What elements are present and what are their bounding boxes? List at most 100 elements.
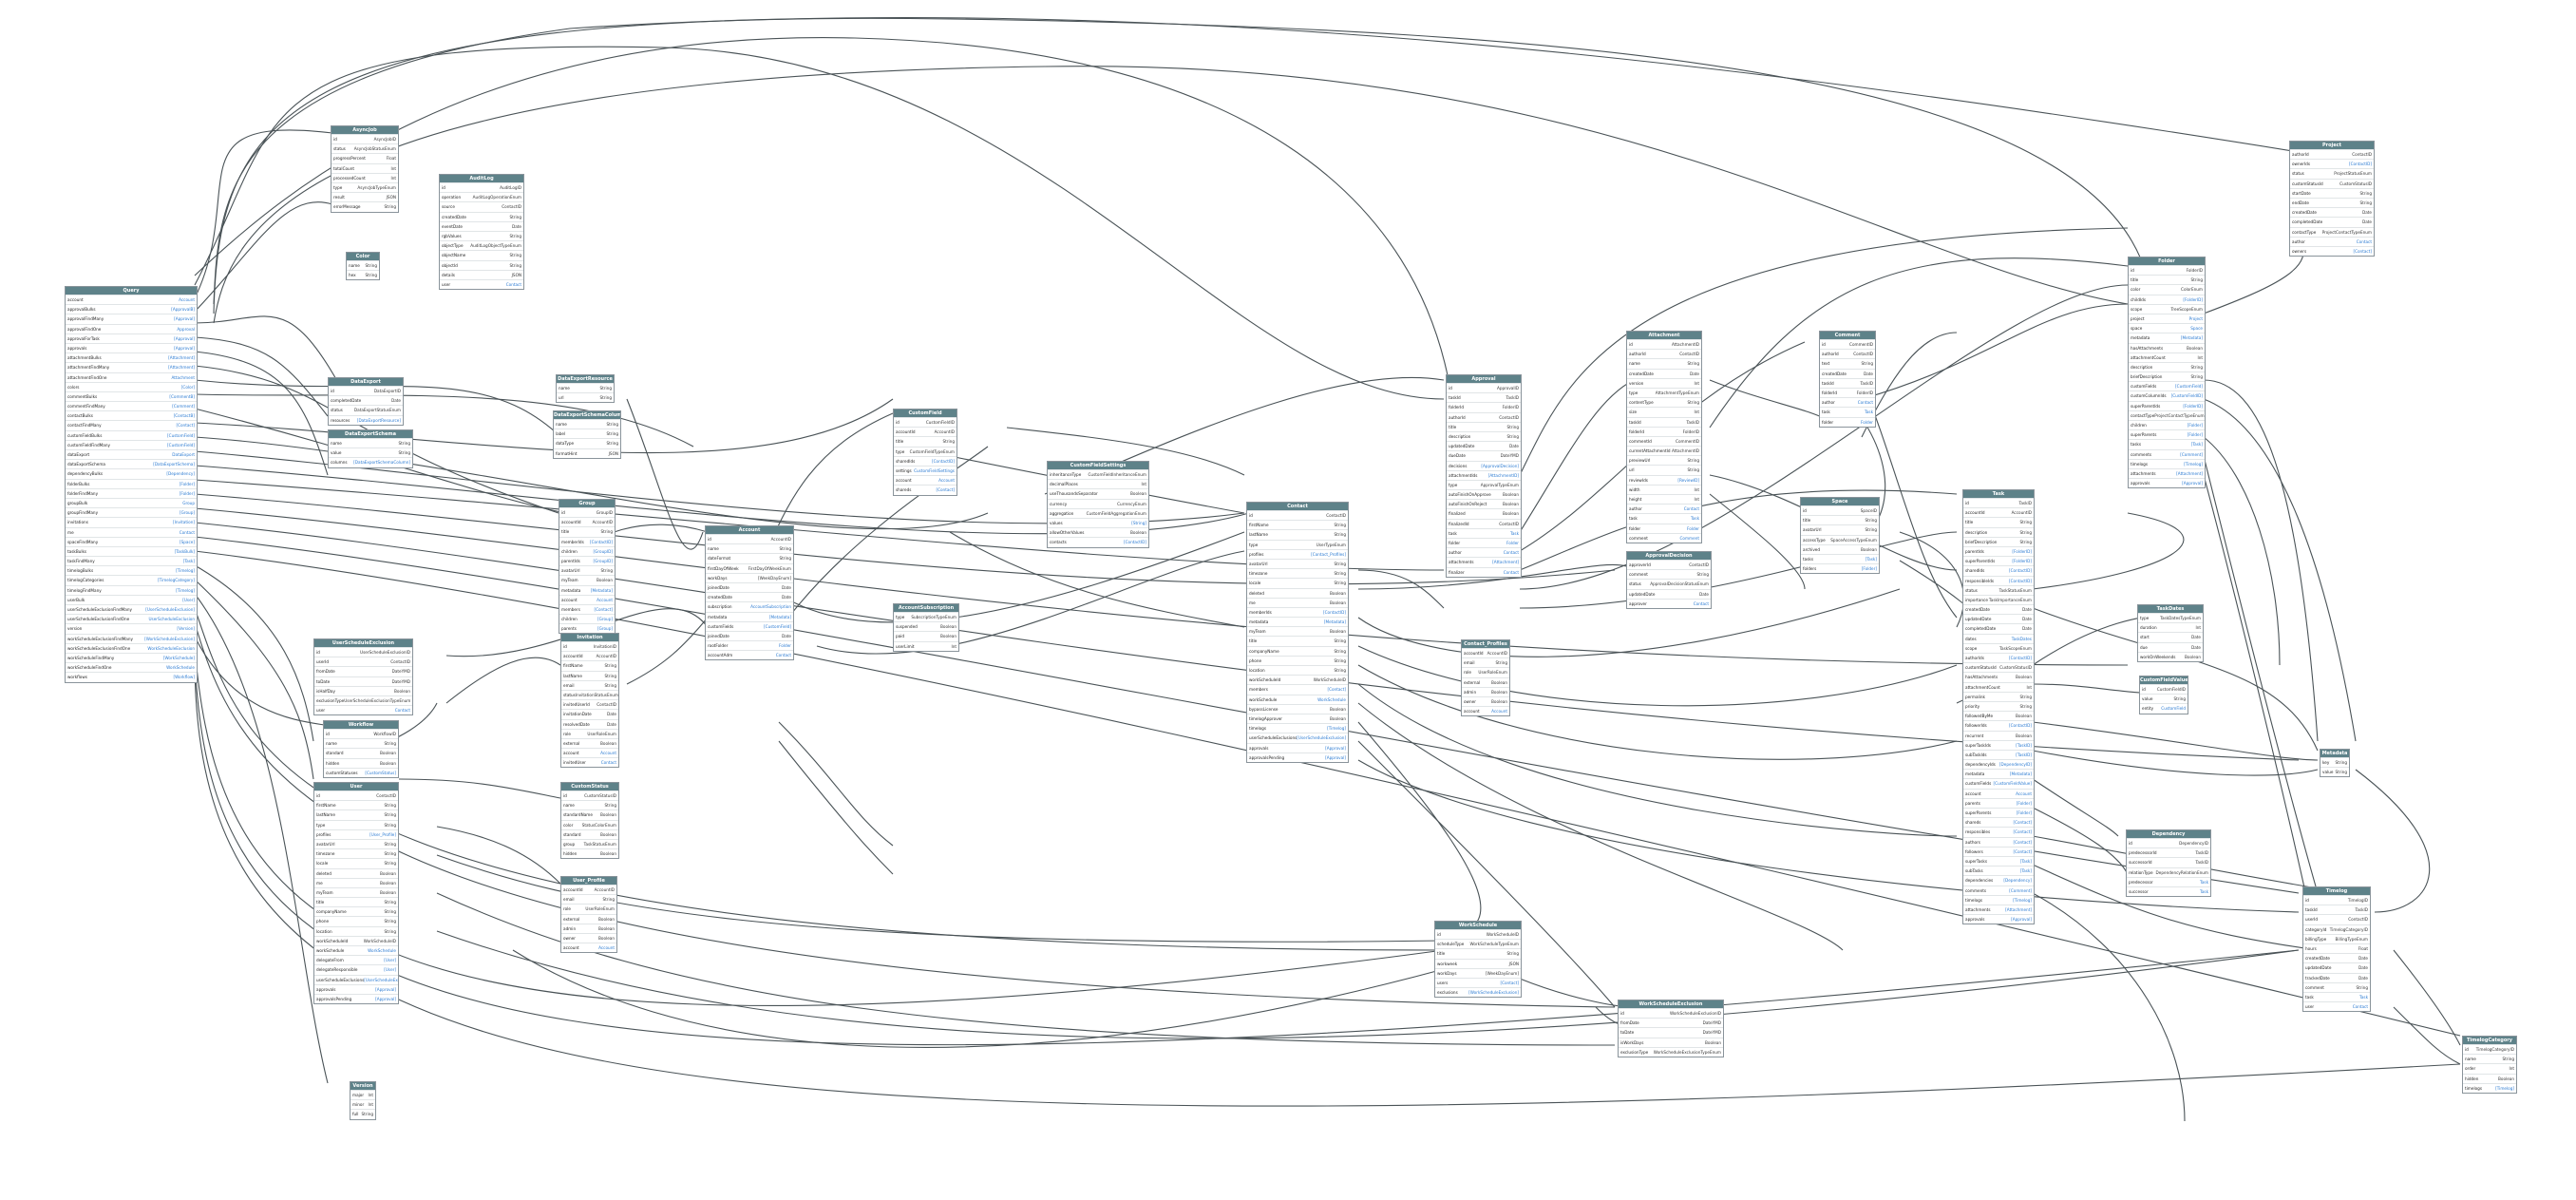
- entity-invitation[interactable]: Invitation id InvitationID accountId Account…: [560, 633, 619, 769]
- field-type[interactable]: [Attachment]: [1492, 560, 1519, 565]
- field-type[interactable]: [GroupID]: [593, 558, 613, 563]
- field-type[interactable]: Task: [2199, 888, 2208, 894]
- field-type[interactable]: Task: [1864, 410, 1873, 415]
- field-type[interactable]: [Approval]: [174, 316, 195, 322]
- field-type[interactable]: [ContactID]: [2008, 578, 2032, 583]
- entity-dataexportschema[interactable]: DataExportSchema name String value String col…: [328, 429, 413, 468]
- field-type[interactable]: [Attachment]: [168, 365, 195, 371]
- field-type[interactable]: [TaskID]: [2016, 752, 2032, 757]
- field-type[interactable]: [Timelog]: [176, 587, 195, 593]
- field-type[interactable]: Account: [179, 297, 195, 302]
- field-type[interactable]: [Contact]: [2013, 820, 2032, 826]
- field-type[interactable]: [Approval]: [174, 335, 195, 341]
- field-type[interactable]: [GroupID]: [593, 548, 613, 554]
- field-type[interactable]: [Metadata]: [590, 587, 613, 593]
- field-type[interactable]: [CustomFieldID]: [2170, 393, 2203, 399]
- entity-customfieldsettings[interactable]: CustomFieldSettings inheritanceType Custom…: [1047, 461, 1149, 548]
- entity-timelog[interactable]: Timelog id TimelogID taskId TaskID userId Cont…: [2302, 886, 2371, 1013]
- field-type[interactable]: [ContactID]: [589, 539, 613, 544]
- field-type[interactable]: [WorkScheduleExclusion]: [144, 636, 195, 641]
- field-type[interactable]: [WorkScheduleExclusion]: [1468, 990, 1519, 996]
- field-type[interactable]: Contact: [2356, 238, 2372, 244]
- entity-auditlog[interactable]: AuditLog id AuditLogID operation AuditLogOpe…: [439, 174, 524, 291]
- field-type[interactable]: [User_Profile]: [369, 831, 396, 837]
- field-type[interactable]: [Approval]: [2011, 917, 2032, 923]
- entity-project[interactable]: Project authorId ContactID ownerIds [Contact…: [2289, 141, 2375, 257]
- entity-metadata[interactable]: Metadata key String value String: [2320, 749, 2350, 778]
- entity-dataexport[interactable]: DataExport id DataExportID completedDate Dat…: [328, 377, 404, 426]
- entity-account[interactable]: Account id AccountID name String dateFormat St…: [705, 525, 794, 661]
- field-type[interactable]: [Metadata]: [2180, 335, 2203, 341]
- field-type[interactable]: [User]: [384, 958, 396, 963]
- field-type[interactable]: [Task]: [2019, 858, 2032, 864]
- field-type[interactable]: Account: [598, 945, 615, 951]
- field-type[interactable]: [Timelog]: [2184, 461, 2203, 467]
- field-type[interactable]: Contact: [1503, 569, 1519, 575]
- field-type[interactable]: [ContactID]: [2348, 162, 2372, 167]
- field-type[interactable]: [Folder]: [2016, 800, 2032, 806]
- entity-customfieldvalue[interactable]: CustomFieldValue id CustomFieldID value Stri…: [2139, 676, 2188, 714]
- field-type[interactable]: [Task]: [2190, 442, 2203, 448]
- field-type[interactable]: Folder: [1861, 419, 1873, 425]
- field-type[interactable]: [Approval]: [375, 986, 396, 992]
- field-type[interactable]: [Contact]: [1327, 687, 1346, 693]
- field-type[interactable]: Account: [938, 478, 955, 484]
- field-type[interactable]: [CustomField]: [167, 442, 195, 448]
- field-type[interactable]: WorkSchedule: [368, 948, 396, 953]
- entity-dependency[interactable]: Dependency id DependencyID predecessorId Tas…: [2126, 829, 2211, 898]
- field-type[interactable]: [Timelog]: [1327, 726, 1346, 732]
- field-type[interactable]: Task: [1509, 530, 1519, 536]
- entity-contactprofiles[interactable]: Contact_Profiles accountId AccountID email S…: [1461, 639, 1510, 717]
- field-type[interactable]: [Metadata]: [1323, 619, 1346, 625]
- entity-accountsubscription[interactable]: AccountSubscription type SubscriptionTypeE…: [893, 603, 959, 652]
- field-type[interactable]: [FolderID]: [2012, 548, 2032, 554]
- entity-asyncjob[interactable]: AsyncJob id AsyncJobID status AsyncJobStatus…: [331, 125, 399, 213]
- field-type[interactable]: [String]: [1131, 520, 1146, 525]
- field-type[interactable]: [Timelog]: [2013, 897, 2032, 903]
- field-type[interactable]: [Attachment]: [168, 355, 195, 361]
- entity-group[interactable]: Group id GroupID accountId AccountID title Str…: [559, 499, 616, 635]
- field-type[interactable]: AccountSubscription: [750, 604, 791, 610]
- entity-space[interactable]: Space id SpaceID title String avatarUrl String…: [1800, 497, 1880, 575]
- entity-task[interactable]: Task id TaskID accountId AccountID title Strin…: [1962, 489, 2035, 925]
- field-type[interactable]: [ContactID]: [1123, 540, 1146, 545]
- field-type[interactable]: [Metadata]: [768, 614, 791, 619]
- field-type[interactable]: Group: [182, 500, 195, 505]
- field-type[interactable]: [Contact]: [594, 606, 613, 612]
- field-type[interactable]: [User]: [384, 967, 396, 973]
- entity-version[interactable]: Version major Int minor Int full String: [350, 1081, 376, 1120]
- field-type[interactable]: [Folder]: [2016, 810, 2032, 815]
- field-type[interactable]: Account: [600, 751, 616, 756]
- field-type[interactable]: Comment: [1679, 535, 1699, 541]
- field-type[interactable]: CustomFieldSettings: [914, 467, 955, 473]
- field-type[interactable]: Attachment: [171, 374, 195, 380]
- field-type[interactable]: UserScheduleExclusion: [148, 617, 195, 622]
- field-type[interactable]: Contact: [600, 760, 616, 766]
- field-type[interactable]: [ContactID]: [931, 458, 955, 464]
- field-type[interactable]: [Workflow]: [173, 675, 196, 680]
- field-type[interactable]: [ReviewID]: [1677, 477, 1699, 483]
- field-type[interactable]: [Contact]: [2013, 848, 2032, 854]
- field-type[interactable]: [TimelogCategory]: [157, 578, 195, 583]
- field-type[interactable]: [Metadata]: [2009, 771, 2032, 777]
- field-type[interactable]: Folder: [1687, 525, 1699, 531]
- field-type[interactable]: Contact: [179, 529, 195, 535]
- field-type[interactable]: [Approval]: [375, 996, 396, 1001]
- field-type[interactable]: DataExport: [172, 452, 195, 457]
- field-type[interactable]: [Contact]: [2353, 248, 2372, 254]
- field-type[interactable]: [UserScheduleExclusion]: [145, 607, 195, 612]
- field-type[interactable]: [Contact]: [176, 423, 195, 429]
- field-type[interactable]: [Comment]: [2180, 451, 2203, 457]
- entity-approvaldecision[interactable]: ApprovalDecision approverId ContactID comme…: [1626, 551, 1712, 609]
- field-type[interactable]: [CustomField]: [764, 623, 791, 629]
- field-type[interactable]: Task: [2199, 879, 2208, 885]
- field-type[interactable]: Account: [2016, 790, 2032, 796]
- entity-color[interactable]: Color name String hex String: [346, 252, 380, 281]
- field-type[interactable]: [Contact_Profiles]: [1311, 551, 1346, 557]
- field-type[interactable]: [Task]: [2019, 868, 2032, 874]
- entity-dataexportschemacolumn[interactable]: DataExportSchemaColumn name String label Str…: [553, 410, 621, 459]
- field-type[interactable]: [DependencyID]: [1998, 762, 2032, 768]
- entity-customstatus[interactable]: CustomStatus id CustomStatusID name String st…: [560, 782, 619, 860]
- field-type[interactable]: [Comment]: [2009, 887, 2032, 893]
- field-type[interactable]: [Approval]: [1325, 745, 1346, 751]
